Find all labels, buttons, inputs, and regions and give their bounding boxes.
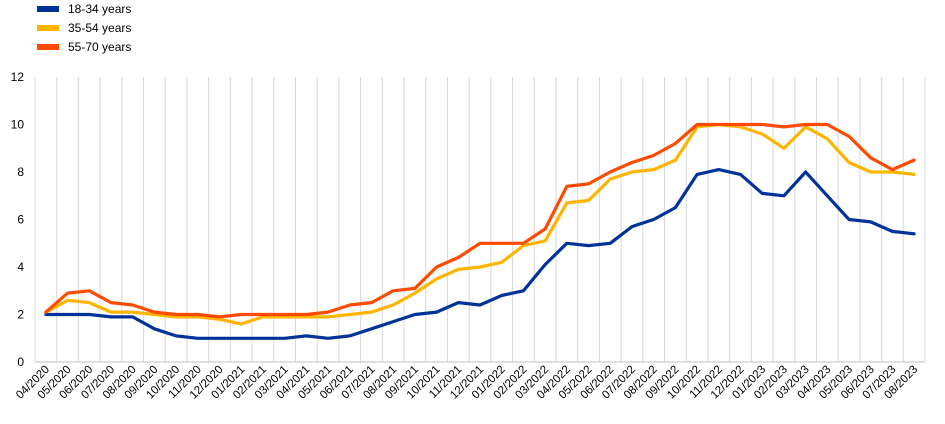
y-tick-label: 2 bbox=[17, 308, 24, 322]
y-tick-label: 6 bbox=[17, 213, 24, 227]
legend-swatch-1 bbox=[37, 6, 59, 12]
x-axis-tick-labels: 04/202005/202006/202007/202008/202009/20… bbox=[14, 364, 920, 402]
legend: 18-34 years 35-54 years 55-70 years bbox=[37, 2, 131, 54]
series-lines bbox=[44, 122, 916, 340]
legend-swatch-2 bbox=[37, 25, 59, 31]
legend-label-1: 18-34 years bbox=[68, 2, 131, 16]
y-tick-label: 8 bbox=[17, 165, 24, 179]
y-tick-label: 10 bbox=[11, 118, 25, 132]
y-tick-label: 0 bbox=[17, 355, 24, 369]
legend-label-3: 55-70 years bbox=[68, 40, 131, 54]
series-line-1 bbox=[44, 168, 916, 340]
y-axis-tick-labels: 0 2 4 6 8 10 12 bbox=[11, 70, 25, 369]
vertical-gridlines bbox=[34, 77, 926, 362]
legend-label-2: 35-54 years bbox=[68, 21, 131, 35]
legend-swatch-3 bbox=[37, 44, 59, 50]
series-line-2 bbox=[44, 122, 916, 326]
series-line-3 bbox=[44, 122, 916, 319]
y-tick-label: 4 bbox=[17, 260, 24, 274]
y-tick-label: 12 bbox=[11, 70, 25, 84]
